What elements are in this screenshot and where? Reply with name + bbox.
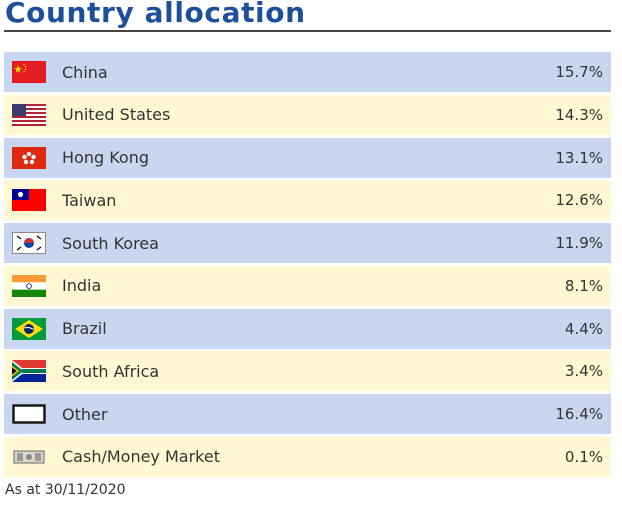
table-row: India 8.1% xyxy=(4,265,611,306)
allocation-percent: 16.4% xyxy=(555,405,603,423)
india-flag-icon xyxy=(12,274,46,297)
south-africa-flag-icon xyxy=(12,360,46,383)
allocation-percent: 13.1% xyxy=(555,148,603,167)
allocation-percent: 15.7% xyxy=(555,63,603,81)
cash-icon xyxy=(13,450,45,464)
country-name: Taiwan xyxy=(62,190,117,210)
china-flag-icon xyxy=(12,61,46,83)
allocation-percent: 8.1% xyxy=(564,276,603,295)
page-title: Country allocation xyxy=(5,0,306,29)
brazil-flag-icon xyxy=(12,317,46,340)
table-row: Other 16.4% xyxy=(4,394,611,434)
table-row: South Korea 11.9% xyxy=(4,223,611,263)
title-divider xyxy=(4,30,611,32)
country-name: Cash/Money Market xyxy=(62,447,220,467)
table-row: Hong Kong 13.1% xyxy=(4,137,611,178)
south-korea-flag-icon xyxy=(12,232,46,254)
allocation-percent: 14.3% xyxy=(555,105,603,124)
country-name: South Africa xyxy=(62,361,160,381)
table-row: South Africa 3.4% xyxy=(4,351,611,392)
country-name: Other xyxy=(62,404,108,424)
table-row: Taiwan 12.6% xyxy=(4,180,611,221)
allocation-percent: 0.1% xyxy=(564,447,603,466)
allocation-table: China 15.7% United States 14.3% xyxy=(4,52,611,480)
country-name: South Korea xyxy=(62,233,159,253)
table-row: Brazil 4.4% xyxy=(4,308,611,349)
allocation-percent: 12.6% xyxy=(555,191,603,210)
allocation-percent: 4.4% xyxy=(564,319,603,338)
table-row: China 15.7% xyxy=(4,52,611,92)
us-flag-icon xyxy=(12,103,46,126)
country-name: India xyxy=(62,276,102,296)
country-name: United States xyxy=(62,105,171,125)
hong-kong-flag-icon xyxy=(12,146,46,169)
country-name: Brazil xyxy=(62,319,107,338)
other-box-icon xyxy=(12,404,46,424)
table-row: Cash/Money Market 0.1% xyxy=(4,436,611,477)
table-row: United States 14.3% xyxy=(4,94,611,135)
allocation-percent: 11.9% xyxy=(555,234,603,252)
country-name: China xyxy=(62,62,108,82)
as-of-date: As at 30/11/2020 xyxy=(5,482,126,498)
allocation-percent: 3.4% xyxy=(564,362,603,381)
country-name: Hong Kong xyxy=(62,148,149,167)
taiwan-flag-icon xyxy=(12,189,46,212)
